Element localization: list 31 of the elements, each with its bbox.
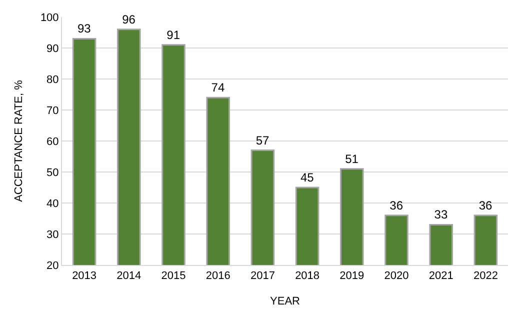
y-axis-title: ACCEPTANCE RATE, % [13, 80, 26, 202]
y-tick-label: 40 [46, 198, 59, 210]
y-tick-label: 30 [46, 228, 59, 241]
x-tick-label: 2018 [295, 270, 320, 282]
x-tick-label: 2019 [340, 270, 364, 282]
x-tick-label: 2015 [161, 270, 186, 282]
x-tick-label: 2013 [72, 270, 97, 282]
data-label: 33 [434, 208, 448, 222]
data-label: 45 [300, 170, 314, 184]
data-label: 36 [390, 198, 404, 212]
data-label: 93 [77, 22, 92, 36]
x-tick-label: 2017 [250, 270, 275, 282]
y-tick-label: 80 [46, 74, 59, 86]
x-tick-label: 2022 [473, 270, 498, 282]
y-tick-label: 60 [46, 136, 59, 148]
x-tick-label: 2021 [428, 270, 454, 282]
y-tick-label: 50 [46, 166, 59, 179]
x-axis-title: YEAR [270, 295, 300, 308]
y-tick-label: 90 [46, 42, 59, 55]
y-tick-label: 20 [46, 260, 59, 272]
data-label: 36 [478, 198, 493, 212]
data-label: 74 [211, 80, 225, 95]
data-label: 51 [345, 152, 359, 166]
data-label: 91 [166, 28, 180, 42]
x-tick-label: 2020 [384, 270, 409, 282]
y-tick-label: 70 [46, 104, 59, 117]
data-label: 96 [122, 12, 136, 26]
x-tick-label: 2014 [116, 270, 142, 282]
x-tick-label: 2016 [206, 270, 230, 282]
y-tick-label: 100 [40, 12, 59, 24]
data-label: 57 [256, 133, 270, 148]
